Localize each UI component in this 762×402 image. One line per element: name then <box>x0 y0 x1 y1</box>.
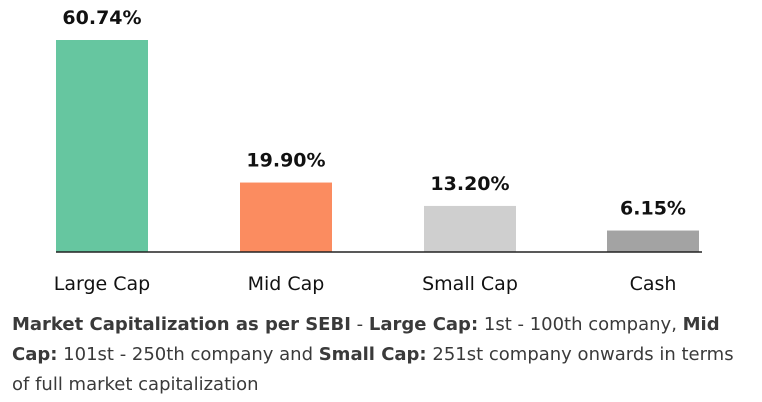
note-mid-cap-label: Mid Cap: <box>12 314 720 365</box>
bar-cash <box>607 230 699 252</box>
note-small-cap-label: Small Cap: <box>318 344 427 365</box>
market-cap-bar-chart: 60.74% 19.90% 13.20% 6.15% Large Cap Mid Cap… <box>54 7 702 295</box>
value-label-mid-cap: 19.90% <box>246 150 325 172</box>
note-lead: Market Capitalization as per SEBI <box>12 314 351 335</box>
note-large-cap-text: 1st - 100th company, <box>478 314 683 335</box>
value-label-cash: 6.15% <box>620 198 686 220</box>
bars-group <box>56 40 699 252</box>
category-label-cash: Cash <box>630 273 677 295</box>
note-mid-cap-text: 101st - 250th company and <box>57 344 319 365</box>
value-label-small-cap: 13.20% <box>430 173 509 195</box>
bar-small-cap <box>424 205 516 252</box>
note-separator: - <box>350 314 369 335</box>
bar-large-cap <box>56 40 148 252</box>
value-labels-group: 60.74% 19.90% 13.20% 6.15% <box>62 7 686 220</box>
category-label-mid-cap: Mid Cap <box>248 273 325 295</box>
note-small-cap-text: 251st company onwards in terms of full m… <box>12 344 734 395</box>
category-label-small-cap: Small Cap <box>422 273 518 295</box>
category-labels-group: Large Cap Mid Cap Small Cap Cash <box>54 273 677 295</box>
category-label-large-cap: Large Cap <box>54 273 150 295</box>
bar-mid-cap <box>240 182 332 252</box>
market-cap-note: Market Capitalization as per SEBI - Larg… <box>12 310 752 400</box>
value-label-large-cap: 60.74% <box>62 7 141 29</box>
note-large-cap-label: Large Cap: <box>368 314 479 335</box>
